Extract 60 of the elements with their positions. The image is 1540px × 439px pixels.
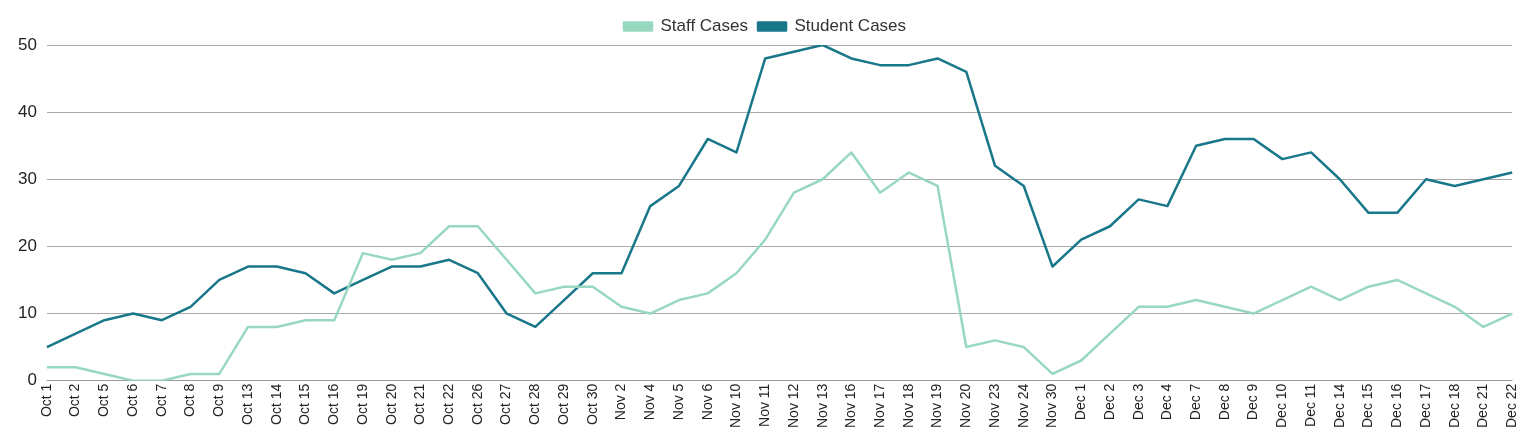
x-tick-label: Nov 10: [727, 383, 744, 428]
x-tick-label: Nov 20: [957, 383, 974, 428]
x-tick-label: Nov 13: [813, 383, 830, 428]
x-tick-label: Dec 17: [1416, 383, 1433, 428]
x-tick-label: Oct 28: [526, 383, 543, 425]
x-tick-label: Nov 23: [985, 383, 1002, 428]
x-tick-label: Oct 16: [325, 383, 342, 425]
x-tick-label: Nov 17: [870, 383, 887, 428]
x-tick-label: Oct 5: [95, 383, 112, 418]
x-tick-label: Dec 2: [1100, 383, 1117, 421]
x-tick-label: Dec 8: [1215, 383, 1232, 421]
x-tick-label: Dec 14: [1330, 383, 1347, 428]
x-tick-label: Oct 8: [181, 383, 198, 418]
y-tick-label: 40: [17, 101, 37, 121]
x-tick-label: Nov 24: [1014, 383, 1031, 428]
y-tick-label: 30: [17, 168, 37, 188]
x-tick-label: Nov 4: [641, 383, 658, 421]
x-tick-label: Dec 1: [1072, 383, 1089, 421]
x-tick-label: Dec 22: [1503, 383, 1520, 428]
x-tick-label: Nov 16: [842, 383, 859, 428]
x-tick-label: Dec 18: [1445, 383, 1462, 428]
x-tick-label: Nov 6: [698, 383, 715, 421]
y-tick-label: 10: [17, 303, 37, 323]
x-tick-label: Oct 9: [210, 383, 227, 418]
x-tick-label: Dec 10: [1273, 383, 1290, 428]
x-tick-label: Oct 22: [440, 383, 457, 425]
x-tick-label: Dec 3: [1129, 383, 1146, 421]
x-tick-label: Nov 11: [756, 383, 773, 427]
x-tick-label: Oct 26: [468, 383, 485, 425]
x-tick-label: Dec 7: [1187, 383, 1204, 421]
x-tick-label: Oct 29: [554, 383, 571, 425]
x-tick-label: Nov 5: [669, 383, 686, 421]
x-tick-label: Dec 4: [1158, 383, 1175, 421]
x-tick-label: Nov 19: [928, 383, 945, 428]
x-tick-label: Nov 2: [612, 383, 629, 421]
x-tick-label: Nov 30: [1043, 383, 1060, 428]
x-tick-label: Dec 21: [1474, 383, 1491, 428]
x-tick-label: Oct 14: [267, 383, 284, 425]
x-tick-label: Oct 30: [583, 383, 600, 425]
x-tick-label: Nov 12: [784, 383, 801, 428]
x-tick-label: Oct 27: [497, 383, 514, 425]
x-tick-label: Oct 19: [353, 383, 370, 425]
x-tick-label: Oct 13: [238, 383, 255, 425]
legend-label: Staff Cases: [660, 16, 749, 36]
x-tick-label: Dec 9: [1244, 383, 1261, 421]
x-tick-label: Oct 2: [66, 383, 83, 418]
x-tick-label: Oct 7: [152, 383, 169, 418]
x-tick-label: Oct 20: [382, 383, 399, 425]
y-tick-label: 20: [17, 236, 37, 256]
x-tick-label: Oct 15: [296, 383, 313, 425]
x-tick-label: Dec 16: [1388, 383, 1405, 428]
x-tick-label: Oct 6: [123, 383, 140, 418]
x-tick-label: Dec 15: [1359, 383, 1376, 428]
x-tick-label: Oct 21: [411, 383, 428, 425]
x-tick-label: Oct 1: [37, 383, 54, 418]
y-tick-label: 0: [27, 370, 37, 390]
y-tick-label: 50: [17, 34, 37, 54]
x-tick-label: Dec 11: [1301, 383, 1318, 427]
legend-label: Student Cases: [794, 16, 907, 36]
x-tick-label: Nov 18: [899, 383, 916, 428]
